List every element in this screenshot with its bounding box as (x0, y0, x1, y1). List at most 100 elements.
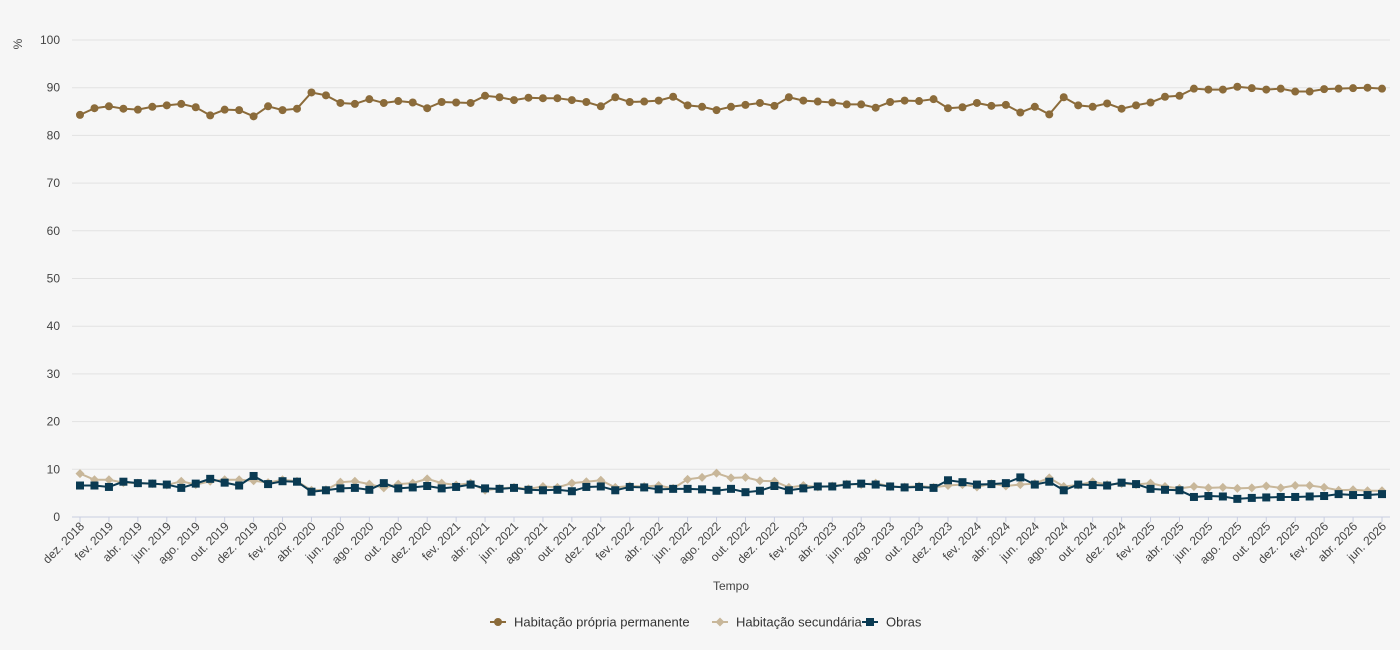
legend[interactable]: Habitação própria permanente Habitação se… (490, 615, 922, 630)
data-point (293, 477, 301, 486)
series-circle (76, 82, 1386, 121)
y-tick-label: 0 (53, 510, 60, 524)
y-tick-label: 30 (47, 367, 61, 381)
data-point (235, 106, 244, 115)
data-point (1276, 483, 1286, 493)
data-point (75, 469, 85, 479)
data-point (842, 100, 851, 109)
data-point (1305, 481, 1315, 491)
data-point (886, 98, 895, 107)
data-point (654, 485, 663, 494)
data-point (1247, 483, 1257, 493)
data-point (495, 93, 504, 102)
data-point (1349, 84, 1358, 93)
data-point (596, 102, 605, 111)
data-point (1320, 492, 1329, 501)
data-point (712, 106, 721, 115)
data-point (1016, 473, 1025, 482)
y-tick-label: 40 (47, 319, 61, 333)
data-point (249, 112, 258, 121)
data-point (293, 104, 301, 113)
data-point (220, 478, 229, 487)
data-point (423, 104, 432, 113)
data-point (1203, 483, 1213, 493)
data-point (1059, 486, 1068, 495)
data-point (1276, 492, 1285, 501)
data-point (264, 480, 273, 489)
data-point (278, 106, 287, 115)
data-point (611, 486, 620, 495)
data-point (915, 482, 924, 491)
data-point (538, 486, 547, 495)
data-point (466, 480, 475, 489)
data-point (264, 102, 273, 111)
data-point (510, 96, 518, 105)
data-point (162, 480, 171, 489)
data-point (104, 482, 113, 491)
data-point (972, 98, 981, 107)
x-axis-title: Tempo (713, 579, 749, 593)
data-point (1189, 481, 1199, 491)
data-point (567, 478, 577, 488)
legend-marker (715, 617, 725, 627)
y-tick-label: 10 (47, 462, 61, 476)
data-point (1233, 82, 1242, 91)
data-point (481, 91, 490, 100)
data-point (640, 483, 649, 492)
data-point (177, 483, 186, 492)
data-point (394, 97, 403, 106)
data-point (683, 484, 692, 493)
data-point (857, 479, 866, 488)
data-point (235, 481, 244, 490)
data-point (1378, 84, 1386, 93)
legend-item[interactable]: Habitação secundária (712, 615, 863, 630)
data-point (553, 485, 562, 494)
legend-item[interactable]: Obras (862, 615, 922, 630)
data-point (1001, 479, 1010, 488)
data-point (1290, 481, 1300, 491)
data-point (1015, 480, 1025, 490)
data-point (350, 476, 360, 486)
data-point (162, 101, 171, 110)
data-point (408, 483, 417, 492)
data-point (336, 484, 345, 493)
data-point (770, 481, 779, 490)
series-line (79, 85, 1383, 118)
data-point (1218, 85, 1227, 94)
data-point (813, 97, 822, 106)
data-point (741, 488, 750, 497)
data-point (1045, 477, 1054, 486)
data-point (900, 96, 909, 105)
data-point (408, 98, 417, 107)
data-point (1088, 102, 1097, 111)
data-point (148, 102, 157, 111)
data-point (582, 98, 591, 107)
data-point (133, 105, 142, 114)
series-square (76, 471, 1386, 503)
data-point (871, 103, 880, 112)
data-point (567, 487, 576, 496)
data-point (669, 484, 678, 493)
data-point (828, 98, 837, 107)
y-axis-title: % (11, 38, 25, 49)
data-point (76, 481, 84, 490)
data-point (1016, 108, 1025, 117)
data-point (307, 88, 316, 97)
data-point (90, 104, 99, 113)
data-point (755, 486, 764, 495)
data-point (104, 102, 113, 111)
data-point (206, 474, 215, 483)
data-point (567, 96, 576, 105)
data-point (871, 480, 880, 489)
data-point (1103, 481, 1112, 490)
data-point (972, 480, 981, 489)
data-point (799, 484, 808, 493)
data-point (1189, 492, 1198, 501)
data-point (1334, 84, 1343, 93)
data-point (1334, 490, 1343, 499)
data-point (1030, 480, 1039, 489)
series-group (75, 82, 1387, 503)
y-tick-label: 80 (47, 128, 61, 142)
legend-item[interactable]: Habitação própria permanente (490, 615, 690, 630)
